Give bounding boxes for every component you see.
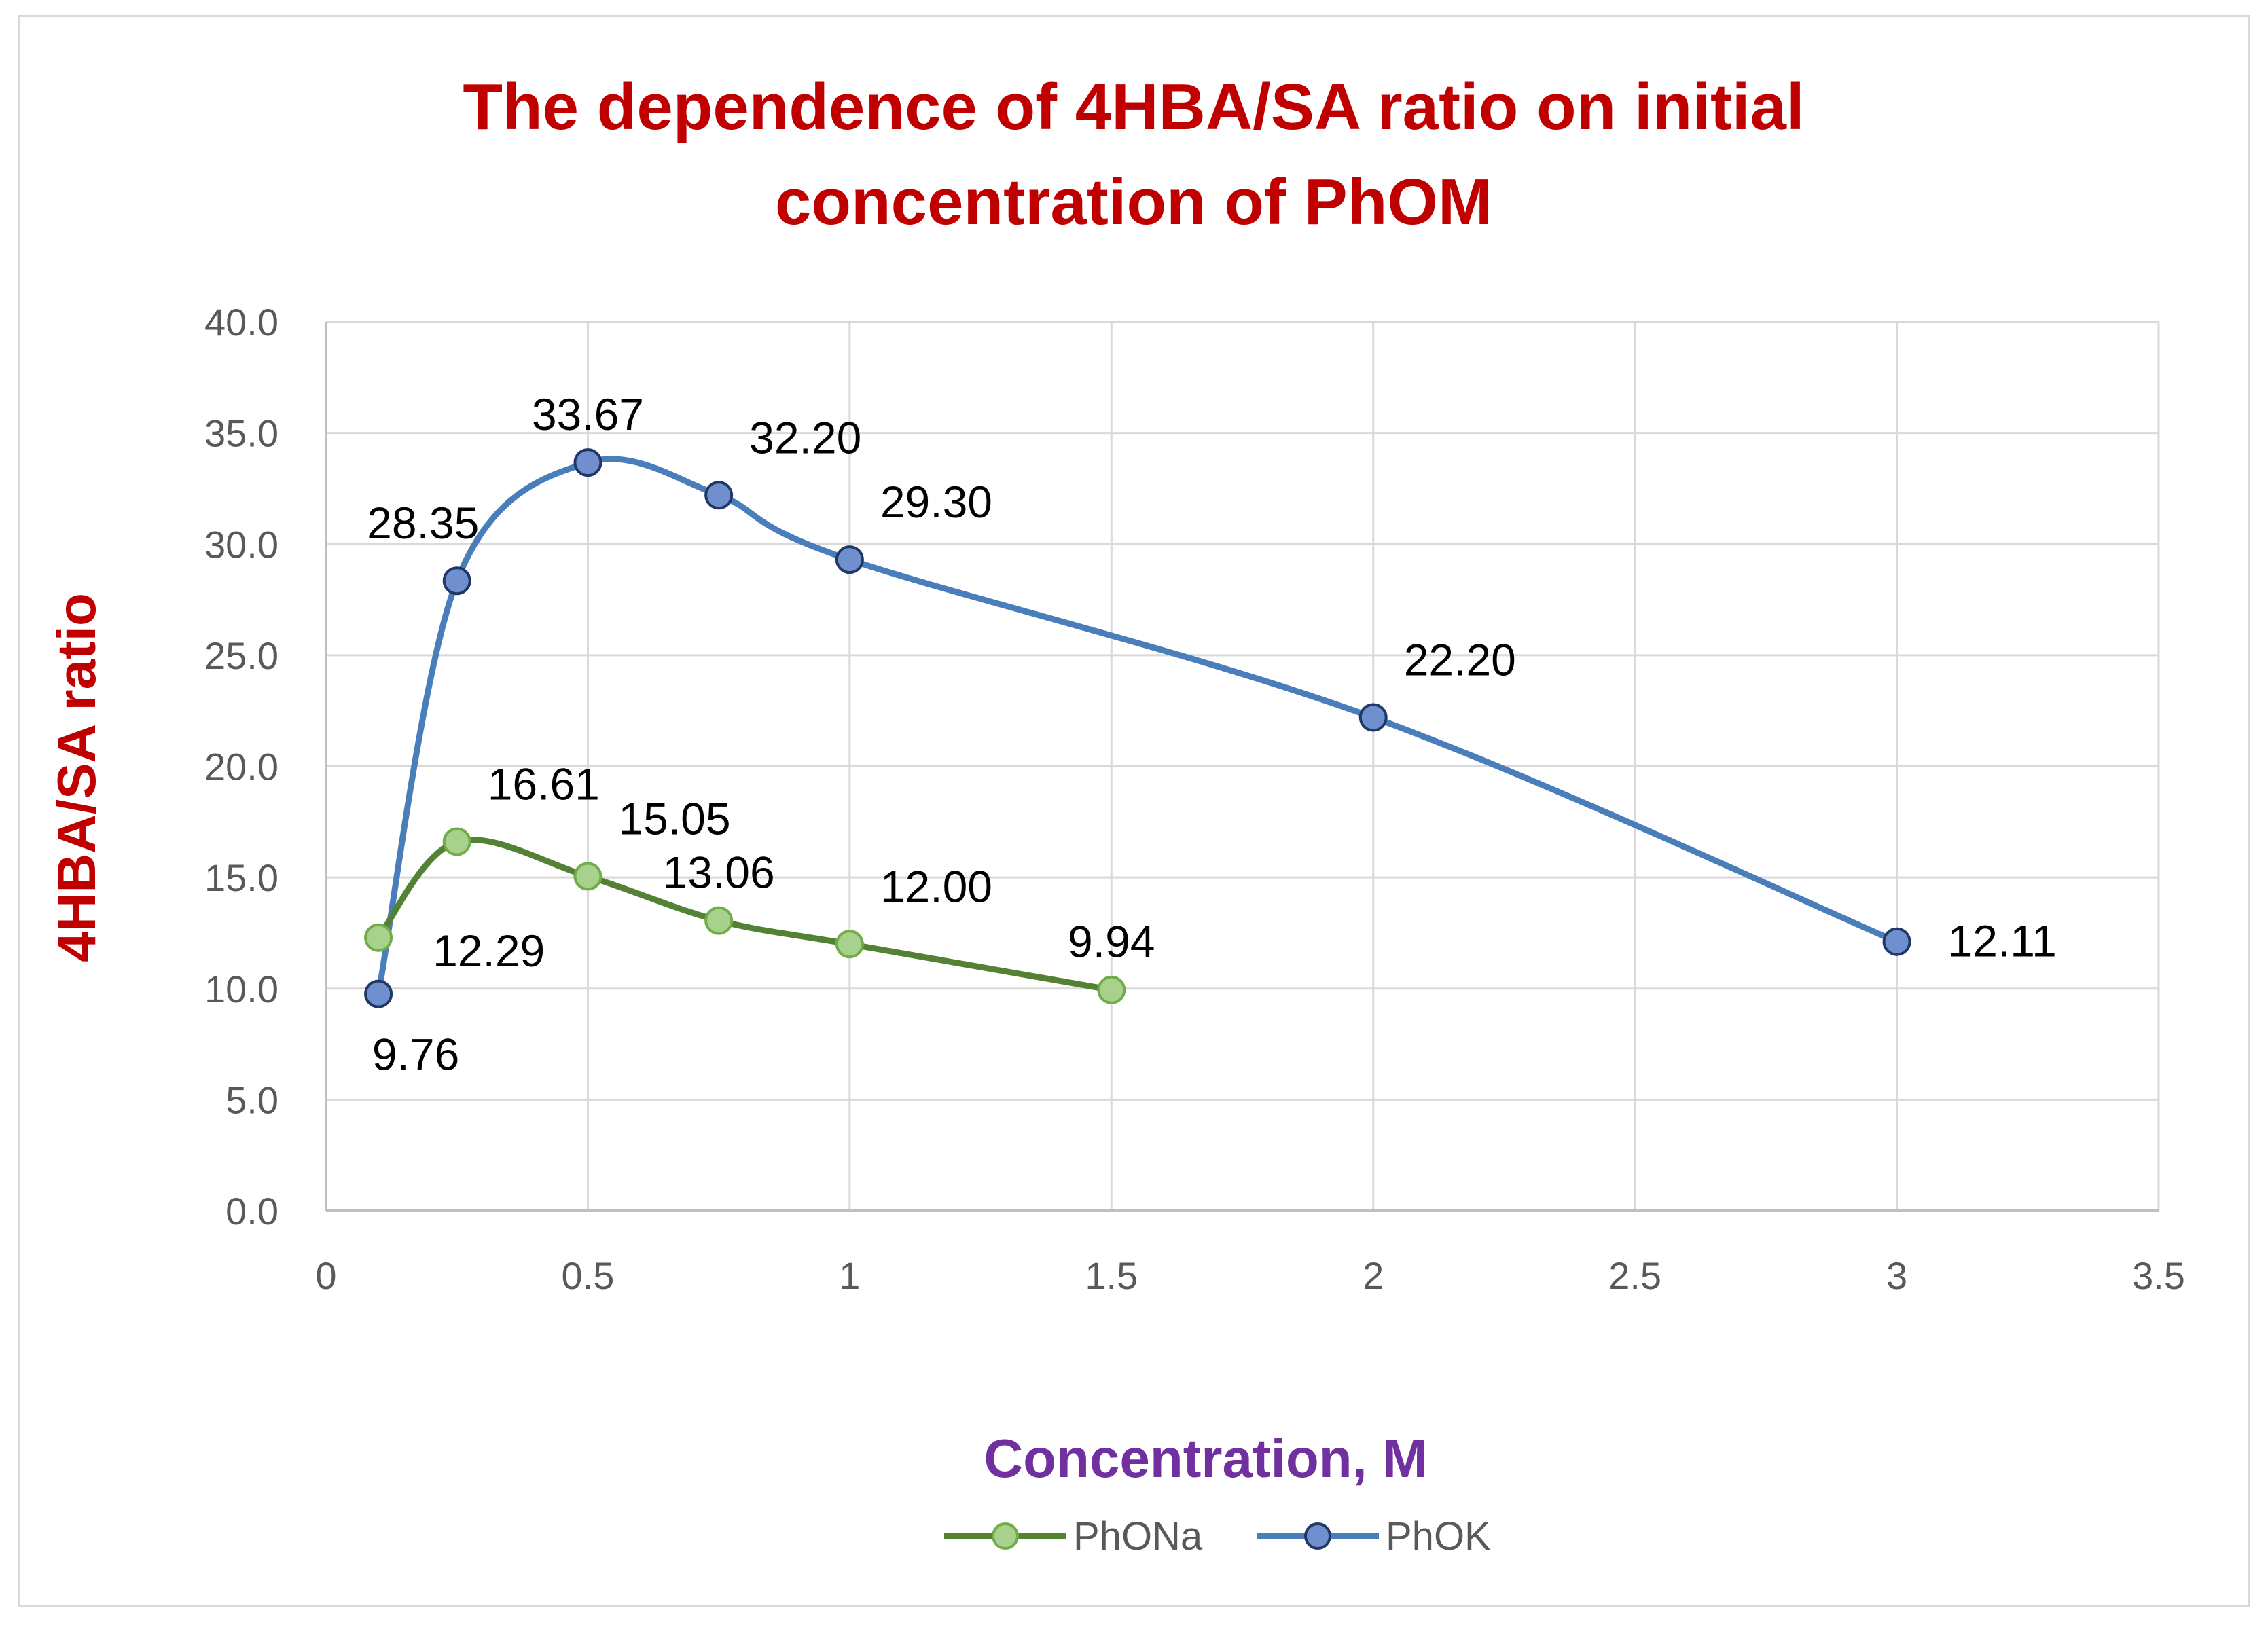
- chart-frame: [18, 15, 2250, 1607]
- gridlines: [326, 321, 2160, 1211]
- data-label-phona: 13.06: [663, 847, 775, 898]
- data-label-phona: 9.94: [1068, 917, 1155, 967]
- data-label-phona: 16.61: [488, 759, 600, 809]
- data-label-phok: 33.67: [532, 389, 644, 439]
- y-tick-label: 40.0: [204, 301, 278, 344]
- data-label-phok: 9.76: [372, 1029, 459, 1080]
- y-tick-label: 5.0: [226, 1078, 278, 1121]
- x-tick-label: 1: [839, 1254, 860, 1297]
- data-point-phona: [835, 930, 864, 959]
- data-point-phona: [442, 827, 471, 856]
- legend-label-phona: PhONa: [1073, 1514, 1203, 1558]
- data-point-phok: [835, 545, 864, 574]
- data-label-phok: 29.30: [880, 477, 992, 527]
- data-label-phona: 12.29: [433, 926, 545, 976]
- legend: PhONa PhOK: [944, 1514, 1491, 1558]
- x-tick-label: 3.5: [2132, 1254, 2185, 1297]
- legend-label-phok: PhOK: [1386, 1514, 1491, 1558]
- data-label-phok: 32.20: [749, 412, 861, 462]
- x-tick-label: 3: [1886, 1254, 1907, 1297]
- data-point-phona: [1097, 975, 1126, 1004]
- y-tick-label: 0.0: [226, 1190, 278, 1233]
- data-point-phona: [573, 862, 602, 891]
- data-point-phok: [704, 481, 734, 510]
- series-line-phok: [375, 456, 1901, 998]
- y-tick-label: 15.0: [204, 856, 278, 899]
- data-point-phona: [704, 906, 734, 935]
- data-point-phok: [442, 566, 471, 596]
- axes: [325, 322, 2159, 1212]
- y-tick-label: 30.0: [204, 523, 278, 566]
- data-label-phok: 12.11: [1948, 916, 2057, 966]
- chart-title-line-1: The dependence of 4HBA/SA ratio on initi…: [463, 71, 1804, 143]
- tick-labels: 0.0 5.0 10.0 15.0 20.0 25.0 30.0 35.0 40.0 0 0.5 1 1…: [204, 301, 2185, 1297]
- x-tick-label: 0.5: [561, 1254, 614, 1297]
- y-axis-label: 4HBA/SA ratio: [46, 593, 107, 962]
- y-tick-label: 25.0: [204, 634, 278, 677]
- data-point-phok: [364, 979, 393, 1008]
- legend-marker-phona: [992, 1522, 1019, 1550]
- y-tick-label: 10.0: [204, 968, 278, 1010]
- x-tick-label: 0: [315, 1254, 336, 1297]
- data-label-phona: 15.05: [618, 793, 730, 843]
- y-tick-label: 20.0: [204, 746, 278, 788]
- data-point-phona: [364, 923, 393, 952]
- data-label-phona: 12.00: [880, 861, 992, 911]
- data-point-phok: [1882, 927, 1911, 956]
- data-point-phok: [1358, 703, 1388, 732]
- legend-marker-phok: [1304, 1522, 1331, 1550]
- y-tick-label: 35.0: [204, 412, 278, 455]
- data-label-phok: 28.35: [367, 498, 479, 548]
- chart-title-line-2: concentration of PhOM: [775, 166, 1492, 238]
- x-axis-label: Concentration, M: [984, 1428, 1427, 1489]
- series: [364, 448, 1911, 1008]
- x-tick-label: 1.5: [1085, 1254, 1138, 1297]
- x-tick-label: 2.5: [1608, 1254, 1661, 1297]
- data-label-phok: 22.20: [1404, 635, 1516, 685]
- data-point-phok: [573, 448, 602, 477]
- x-tick-label: 2: [1363, 1254, 1384, 1297]
